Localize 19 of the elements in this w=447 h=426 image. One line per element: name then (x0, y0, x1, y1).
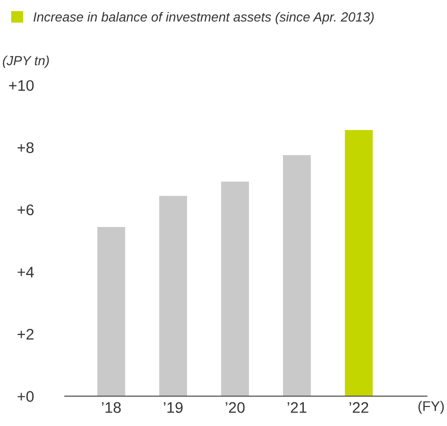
bar (344, 130, 373, 396)
bar (221, 182, 249, 396)
legend-label: Increase in balance of investment assets (since Apr. 2013) (34, 12, 374, 24)
bar (159, 196, 188, 396)
x-tick-label: ’20 (226, 402, 245, 413)
x-tick-label: ’21 (288, 402, 306, 413)
bar (97, 227, 126, 396)
y-tick-label: +2 (18, 328, 34, 340)
y-tick-label: +6 (18, 204, 34, 216)
y-tick-label: +8 (18, 142, 34, 154)
x-axis-title: (FY) (418, 400, 444, 414)
y-axis-title: (JPY tn) (2, 56, 49, 68)
y-tick-label: +10 (9, 80, 34, 91)
x-tick-label: ’19 (164, 402, 183, 413)
y-tick-label: +4 (18, 266, 34, 278)
bar (282, 155, 311, 396)
x-tick-label: ’22 (350, 402, 368, 413)
y-tick-label: +0 (18, 391, 34, 402)
x-tick-label: ’18 (102, 402, 121, 413)
